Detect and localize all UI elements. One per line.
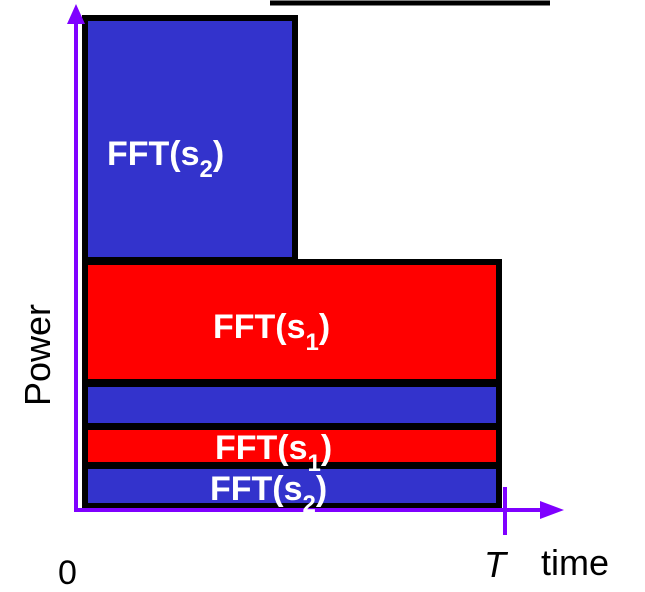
x-end-label: T <box>484 544 509 585</box>
y-axis-label: Power <box>17 304 58 406</box>
block-red-top <box>82 259 502 385</box>
label-red-strip: FFT(s1) <box>215 429 332 477</box>
label-red-top: FFT(s1) <box>213 308 330 356</box>
x-axis-label: time <box>541 542 609 583</box>
x-axis-arrow <box>540 501 564 519</box>
label-blue-strip: FFT(s2) <box>210 470 327 518</box>
block-blue-strip <box>82 463 502 509</box>
label-tall-blue: FFT(s2) <box>107 135 224 183</box>
y-axis-arrow <box>67 4 85 24</box>
block-blue-middle <box>82 381 502 429</box>
x-origin-label: 0 <box>58 554 77 592</box>
